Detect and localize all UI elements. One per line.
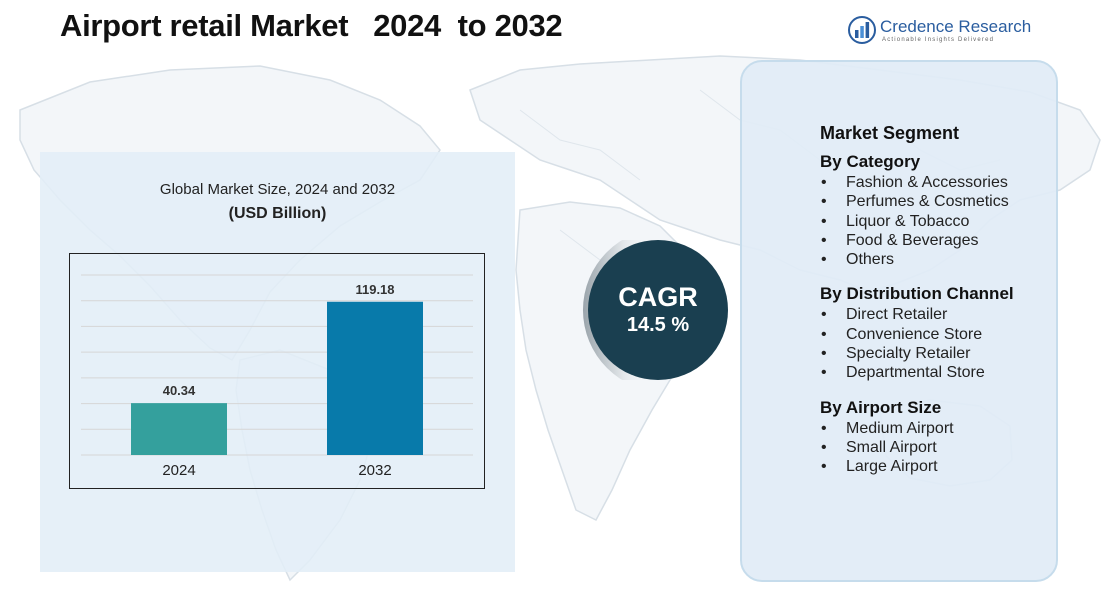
segment-item: Perfumes & Cosmetics [820,192,1056,212]
segment-content: Market Segment By Category Fashion & Acc… [820,123,1056,492]
segment-item: Direct Retailer [820,305,1056,325]
data-label-2024: 40.34 [163,383,196,398]
cagr-circle [588,240,728,380]
segment-item: Liquor & Tobacco [820,212,1056,232]
segment-title: Market Segment [820,123,960,143]
group-title-category: By Category [820,152,921,171]
data-label-2032: 119.18 [355,282,394,297]
segment-item: Small Airport [820,438,1056,458]
segment-item: Food & Beverages [820,231,1056,251]
segment-item: Convenience Store [820,325,1056,345]
cagr-badge-graphic [583,240,728,380]
logo-tagline: Actionable Insights Delivered [882,37,995,43]
segment-group-distribution-channel: By Distribution Channel Direct Retailer … [820,284,1056,382]
segment-item: Large Airport [820,457,1056,477]
chart-panel [40,152,515,572]
segment-item: Fashion & Accessories [820,173,1056,193]
cagr-value: 14.5 % [626,314,690,336]
bar-chart: 40.34 2024 119.18 2032 [81,274,473,479]
x-tick-label-2032: 2032 [358,462,391,479]
segment-item: Departmental Store [820,363,1056,383]
bar-2032 [327,301,423,455]
cagr-label: CAGR [618,282,698,312]
chart-frame [69,253,485,489]
segment-group-category: By Category Fashion & Accessories Perfum… [820,152,1056,270]
logo-name: Credence Research [880,17,1032,36]
segment-item: Others [820,250,1056,270]
brand-logo: Credence Research Actionable Insights De… [848,14,1038,48]
bar-chart-logo-icon [848,16,876,44]
segment-group-airport-size: By Airport Size Medium Airport Small Air… [820,398,1056,477]
bar-2024 [131,403,227,455]
x-tick-label-2024: 2024 [162,462,195,479]
chart-subtitle: (USD Billion) [228,205,327,222]
group-title-airport-size: By Airport Size [820,397,942,417]
group-title-distribution-channel: By Distribution Channel [820,284,1014,304]
page-title: Airport retail Market 2024 to 2032 [60,8,563,43]
segment-item: Medium Airport [820,419,1056,439]
segment-item: Specialty Retailer [820,344,1056,364]
chart-title: Global Market Size, 2024 and 2032 [159,181,396,198]
